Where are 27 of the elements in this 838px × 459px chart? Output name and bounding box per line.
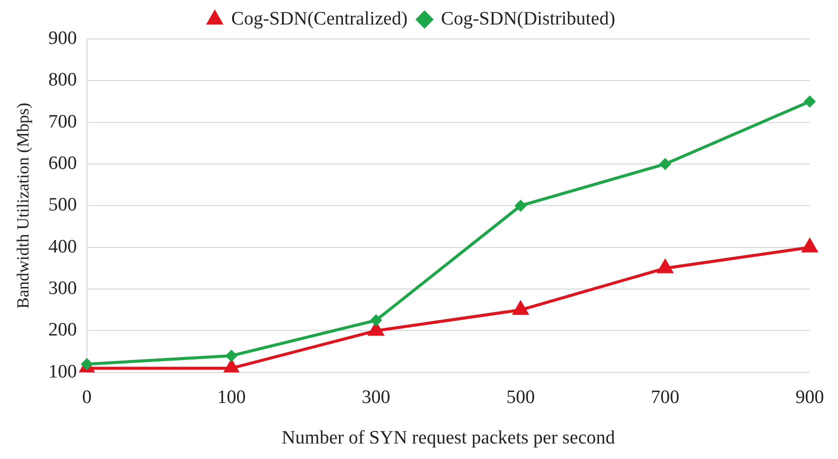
point [658,260,673,274]
y-tick-label: 500 [48,194,77,216]
point [368,322,384,336]
point [660,158,671,170]
y-tick-label: 100 [48,361,77,382]
y-tick-label: 600 [48,153,77,174]
y-tick-label: 300 [48,278,77,300]
y-tick-label: 700 [48,111,77,132]
y-tick-label: 400 [48,236,77,258]
legend-label: Cog-SDN(Centralized) [231,8,408,30]
x-tick-label: 500 [506,386,535,408]
legend-label: Cog-SDN(Distributed) [441,8,616,30]
point [513,301,528,315]
x-axis-title: Number of SYN request packets per second [282,428,616,449]
y-axis-title: Bandwidth Utilization (Mbps) [14,102,33,309]
x-tick-label: 700 [650,386,680,408]
x-tick-label: 0 [82,386,92,408]
x-tick-label: 300 [362,386,390,408]
y-tick-label: 800 [48,70,77,91]
x-tick-label: 900 [796,386,824,408]
x-tick-label: 100 [217,386,246,408]
y-tick-label: 200 [48,320,77,341]
point [802,238,818,252]
point [224,360,240,372]
point [515,200,526,212]
point [804,96,816,108]
y-tick-label: 900 [48,28,77,49]
